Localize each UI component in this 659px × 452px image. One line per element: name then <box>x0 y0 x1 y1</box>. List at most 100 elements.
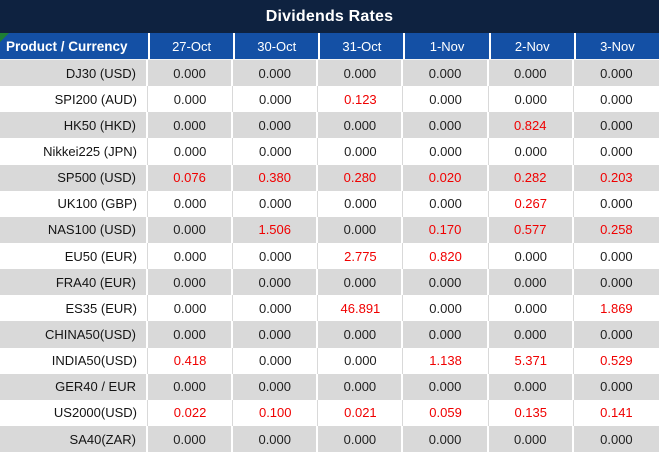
value-cell: 0.000 <box>148 321 234 348</box>
value-cell: 0.000 <box>148 138 234 165</box>
value-cell: 0.170 <box>403 216 489 243</box>
table-title-bar: Dividends Rates <box>0 0 659 33</box>
value-cell: 0.000 <box>600 326 633 342</box>
table-row: Nikkei225 (JPN) 0.000 0.000 0.000 0.000 0.000… <box>0 138 659 165</box>
value-cell: 46.891 <box>318 295 404 322</box>
value-cell: 0.000 <box>318 216 404 243</box>
value-cell: 0.000 <box>403 112 489 139</box>
value-cell: 0.000 <box>403 190 489 217</box>
product-cell: INDIA50(USD) <box>0 347 148 374</box>
value-cell: 0.203 <box>600 170 633 186</box>
table-header-row: Product / Currency 27-Oct 30-Oct 31-Oct 1-N… <box>0 33 659 60</box>
value-cell: 0.000 <box>318 321 404 348</box>
value-cell: 0.000 <box>148 60 234 87</box>
value-cell: 0.824 <box>489 112 574 139</box>
product-cell: DJ30 (USD) <box>0 60 148 87</box>
column-header-product: Product / Currency <box>0 33 148 59</box>
column-header-product-label: Product / Currency <box>6 38 128 54</box>
product-cell: FRA40 (EUR) <box>0 269 148 296</box>
value-cell: 0.000 <box>318 190 404 217</box>
value-cell: 0.000 <box>148 242 234 270</box>
value-cell: 0.100 <box>233 399 319 426</box>
value-cell: 0.000 <box>233 86 319 113</box>
value-cell: 0.000 <box>489 60 574 87</box>
table-row: EU50 (EUR) 0.000 0.000 2.775 0.820 0.000 0.000 <box>0 242 659 270</box>
value-cell: 0.000 <box>148 373 234 400</box>
value-cell: 0.000 <box>148 190 234 217</box>
table-row: SPI200 (AUD) 0.000 0.000 0.123 0.000 0.000 0.0… <box>0 86 659 113</box>
value-cell: 0.123 <box>318 86 404 113</box>
product-cell: EU50 (EUR) <box>0 242 148 270</box>
value-cell: 1.506 <box>233 216 319 243</box>
value-cell: 0.022 <box>148 399 234 426</box>
value-cell: 0.000 <box>600 248 633 264</box>
product-cell: US2000(USD) <box>0 399 148 426</box>
value-cell: 0.418 <box>148 347 234 374</box>
value-cell: 0.000 <box>233 190 319 217</box>
table-row: SP500 (USD) 0.076 0.380 0.280 0.020 0.282 0.20… <box>0 164 659 191</box>
value-cell: 0.021 <box>318 399 404 426</box>
value-cell: 0.000 <box>403 425 489 452</box>
value-cell: 0.380 <box>233 164 319 191</box>
product-cell: NAS100 (USD) <box>0 216 148 243</box>
table-title: Dividends Rates <box>265 7 394 25</box>
value-cell: 0.000 <box>600 65 633 81</box>
value-cell: 0.000 <box>318 138 404 165</box>
value-cell: 0.000 <box>318 60 404 87</box>
table-row: HK50 (HKD) 0.000 0.000 0.000 0.000 0.824 0.000 <box>0 112 659 139</box>
value-cell: 0.000 <box>600 117 633 133</box>
table-row: ES35 (EUR) 0.000 0.000 46.891 0.000 0.000 1.86… <box>0 295 659 322</box>
value-cell: 0.577 <box>489 216 574 243</box>
value-cell: 5.371 <box>489 347 574 374</box>
value-cell: 0.000 <box>403 295 489 322</box>
product-cell: UK100 (GBP) <box>0 190 148 217</box>
value-cell: 0.000 <box>233 425 319 452</box>
value-cell: 0.000 <box>318 269 404 296</box>
product-cell: SA40(ZAR) <box>0 425 148 452</box>
value-cell: 0.000 <box>148 216 234 243</box>
value-cell: 0.282 <box>489 164 574 191</box>
table-row: CHINA50(USD) 0.000 0.000 0.000 0.000 0.000 0.0… <box>0 321 659 348</box>
table-body: DJ30 (USD) 0.000 0.000 0.000 0.000 0.000 0.000… <box>0 60 659 452</box>
column-header-date: 2-Nov <box>488 33 574 59</box>
table-row: GER40 / EUR 0.000 0.000 0.000 0.000 0.000 0.00… <box>0 373 659 400</box>
value-cell: 0.529 <box>600 353 633 369</box>
value-cell: 0.000 <box>318 425 404 452</box>
value-cell: 0.000 <box>489 138 574 165</box>
column-header-date: 3-Nov <box>573 33 659 59</box>
column-header-date: 31-Oct <box>318 33 403 59</box>
value-cell: 0.000 <box>233 112 319 139</box>
value-cell: 1.138 <box>403 347 489 374</box>
value-cell: 0.000 <box>148 86 234 113</box>
table-row: NAS100 (USD) 0.000 1.506 0.000 0.170 0.577 0.2… <box>0 216 659 243</box>
table-row: UK100 (GBP) 0.000 0.000 0.000 0.000 0.267 0.00… <box>0 190 659 217</box>
value-cell: 0.000 <box>318 112 404 139</box>
product-cell: CHINA50(USD) <box>0 321 148 348</box>
product-cell: HK50 (HKD) <box>0 112 148 139</box>
product-cell: GER40 / EUR <box>0 373 148 400</box>
value-cell: 0.000 <box>148 425 234 452</box>
value-cell: 0.000 <box>403 269 489 296</box>
value-cell: 0.000 <box>489 86 574 113</box>
value-cell: 0.000 <box>489 295 574 322</box>
value-cell: 1.869 <box>600 300 633 316</box>
value-cell: 0.076 <box>148 164 234 191</box>
table-row: US2000(USD) 0.022 0.100 0.021 0.059 0.135 0.14… <box>0 399 659 426</box>
value-cell: 0.000 <box>403 373 489 400</box>
column-header-date: 30-Oct <box>233 33 318 59</box>
product-cell: Nikkei225 (JPN) <box>0 138 148 165</box>
value-cell: 0.258 <box>600 222 633 238</box>
column-header-date: 1-Nov <box>403 33 488 59</box>
value-cell: 0.280 <box>318 164 404 191</box>
value-cell: 0.000 <box>403 321 489 348</box>
value-cell: 0.000 <box>233 373 319 400</box>
value-cell: 0.000 <box>403 138 489 165</box>
value-cell: 0.000 <box>233 295 319 322</box>
table-row: FRA40 (EUR) 0.000 0.000 0.000 0.000 0.000 0.00… <box>0 269 659 296</box>
value-cell: 0.000 <box>403 86 489 113</box>
value-cell: 0.000 <box>403 60 489 87</box>
value-cell: 0.000 <box>233 347 319 374</box>
value-cell: 0.059 <box>403 399 489 426</box>
value-cell: 0.000 <box>233 138 319 165</box>
value-cell: 0.000 <box>489 269 574 296</box>
